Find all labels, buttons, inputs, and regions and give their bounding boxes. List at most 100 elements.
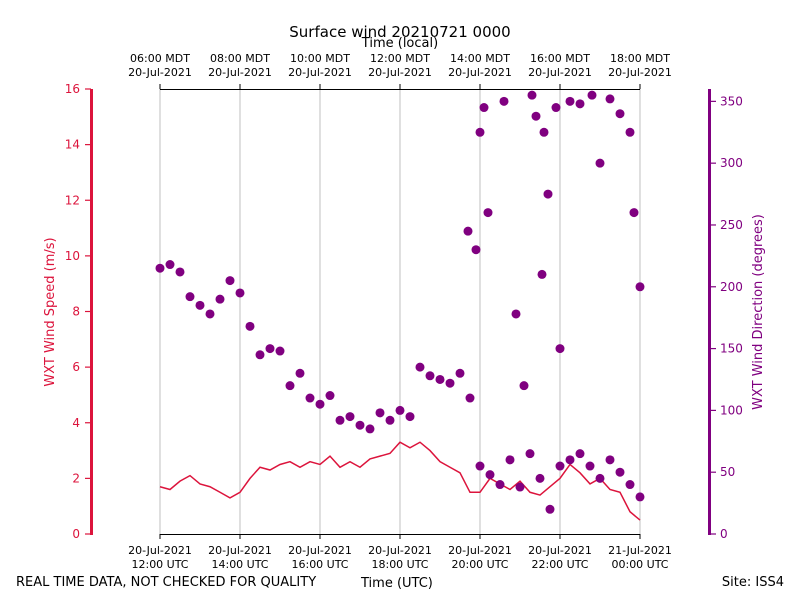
x-tick-label-time: 14:00 UTC — [211, 558, 268, 571]
wind-direction-point — [355, 420, 365, 430]
wind-direction-point — [531, 111, 541, 121]
x-tick-label-time: 00:00 UTC — [611, 558, 668, 571]
wind-direction-point — [425, 371, 435, 381]
wind-direction-point — [635, 282, 645, 292]
wind-direction-point — [415, 362, 425, 372]
wind-direction-point — [575, 99, 585, 109]
wind-direction-point — [365, 424, 375, 434]
wind-direction-point — [155, 263, 165, 273]
top-tick-label-date: 20-Jul-2021 — [608, 66, 672, 79]
wind-direction-point — [629, 208, 639, 218]
x-tick-label-date: 21-Jul-2021 — [608, 544, 672, 557]
wind-direction-point — [537, 269, 547, 279]
top-tick-label-time: 12:00 MDT — [370, 52, 430, 65]
wind-direction-point — [625, 127, 635, 137]
wind-direction-point — [625, 480, 635, 490]
chart-title: Surface wind 20210721 0000 — [289, 23, 510, 41]
wind-direction-point — [385, 415, 395, 425]
wind-direction-point — [565, 455, 575, 465]
left-tick-label: 2 — [72, 471, 80, 485]
wind-direction-point — [235, 288, 245, 298]
wind-direction-point — [585, 461, 595, 471]
wind-direction-point — [345, 412, 355, 422]
top-tick-label-time: 18:00 MDT — [610, 52, 670, 65]
right-tick-label: 200 — [720, 280, 743, 294]
left-tick-label: 4 — [72, 416, 80, 430]
wind-direction-point — [479, 103, 489, 113]
right-tick-label: 100 — [720, 403, 743, 417]
wind-direction-point — [275, 346, 285, 356]
left-tick-label: 8 — [72, 305, 80, 319]
x-tick-label-date: 20-Jul-2021 — [128, 544, 192, 557]
left-tick-label: 16 — [65, 82, 80, 96]
wind-direction-point — [175, 267, 185, 277]
right-axis-label: WXT Wind Direction (degrees) — [751, 214, 766, 410]
top-tick-label-time: 16:00 MDT — [530, 52, 590, 65]
plot-frame-top — [160, 89, 640, 90]
wind-direction-point — [185, 292, 195, 302]
wind-direction-point — [485, 470, 495, 480]
wind-direction-point — [527, 90, 537, 100]
wind-direction-point — [555, 461, 565, 471]
wind-direction-point — [525, 449, 535, 459]
right-spine — [708, 89, 711, 535]
left-axis-label: WXT Wind Speed (m/s) — [43, 237, 58, 386]
wind-direction-point — [605, 94, 615, 104]
wind-direction-point — [545, 504, 555, 514]
wind-direction-point — [295, 368, 305, 378]
top-tick-label-date: 20-Jul-2021 — [128, 66, 192, 79]
wind-direction-point — [265, 344, 275, 354]
wind-direction-point — [543, 189, 553, 199]
wind-direction-point — [285, 381, 295, 391]
quality-disclaimer: REAL TIME DATA, NOT CHECKED FOR QUALITY — [16, 575, 317, 590]
plot-area — [155, 90, 645, 521]
right-tick-label: 350 — [720, 94, 743, 108]
x-axis-label: Time (UTC) — [361, 576, 433, 591]
wind-direction-point — [539, 127, 549, 137]
top-tick-label-date: 20-Jul-2021 — [368, 66, 432, 79]
top-tick-label-time: 08:00 MDT — [210, 52, 270, 65]
x-tick-label-time: 12:00 UTC — [131, 558, 188, 571]
right-tick-label: 150 — [720, 342, 743, 356]
wind-direction-point — [555, 344, 565, 354]
left-spine — [90, 89, 93, 535]
wind-direction-point — [335, 415, 345, 425]
right-tick-label: 300 — [720, 156, 743, 170]
wind-direction-point — [315, 399, 325, 409]
wind-speed-line — [159, 441, 641, 521]
wind-direction-point — [195, 300, 205, 310]
wind-direction-point — [499, 96, 509, 106]
left-tick-label: 14 — [65, 138, 80, 152]
wind-direction-point — [595, 158, 605, 168]
wind-direction-point — [225, 276, 235, 286]
wind-direction-point — [255, 350, 265, 360]
x-tick-label-date: 20-Jul-2021 — [368, 544, 432, 557]
wind-direction-point — [575, 449, 585, 459]
x-tick-label-time: 18:00 UTC — [371, 558, 428, 571]
top-tick-label-date: 20-Jul-2021 — [528, 66, 592, 79]
wind-direction-point — [405, 412, 415, 422]
axes — [90, 89, 711, 535]
left-tick-label: 10 — [65, 249, 80, 263]
wind-direction-point — [605, 455, 615, 465]
wind-direction-point — [325, 391, 335, 401]
wind-direction-point — [505, 455, 515, 465]
top-tick-label-time: 10:00 MDT — [290, 52, 350, 65]
top-tick-label-date: 20-Jul-2021 — [288, 66, 352, 79]
wind-direction-point — [435, 374, 445, 384]
x-tick-label-time: 20:00 UTC — [451, 558, 508, 571]
top-tick-label-date: 20-Jul-2021 — [448, 66, 512, 79]
wind-direction-point — [245, 321, 255, 331]
wind-direction-point — [565, 96, 575, 106]
wind-direction-point — [375, 408, 385, 418]
wind-direction-point — [465, 393, 475, 403]
site-label: Site: ISS4 — [721, 575, 784, 590]
x-tick-label-time: 22:00 UTC — [531, 558, 588, 571]
wind-direction-point — [205, 309, 215, 319]
x-tick-label-date: 20-Jul-2021 — [448, 544, 512, 557]
left-tick-label: 0 — [72, 527, 80, 541]
x-tick-label-date: 20-Jul-2021 — [288, 544, 352, 557]
wind-direction-point — [519, 381, 529, 391]
